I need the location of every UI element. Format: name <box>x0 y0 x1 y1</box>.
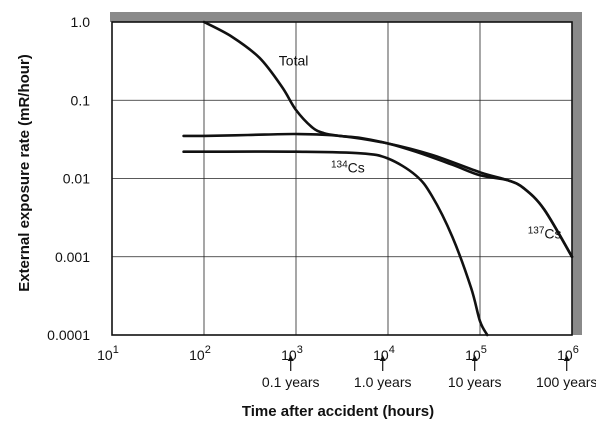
y-tick-label: 0.0001 <box>47 327 90 343</box>
series-line-2 <box>182 132 574 259</box>
y-tick-label: 0.01 <box>63 171 90 187</box>
x-tick-label: 106 <box>557 344 579 363</box>
x-tick-label: 104 <box>373 344 395 363</box>
curve-label: 137Cs <box>528 226 562 242</box>
year-marker-label: 0.1 years <box>262 374 320 390</box>
year-marker-arrowhead <box>287 355 294 361</box>
x-tick-label: 102 <box>189 344 211 363</box>
curve-label: Total <box>279 52 309 68</box>
x-tick-label: 101 <box>97 344 119 363</box>
year-marker-label: 100 years <box>536 374 596 390</box>
y-tick-label: 0.1 <box>71 92 91 108</box>
x-tick-label: 103 <box>281 344 303 363</box>
y-axis-label: External exposure rate (mR/hour) <box>16 54 33 292</box>
x-tick-label: 105 <box>465 344 487 363</box>
y-tick-labels: 1.0 0.1 0.01 0.001 0.0001 <box>47 14 90 343</box>
series-line-3 <box>182 150 489 337</box>
x-tick-labels: 101 102 103 104 105 106 <box>97 344 579 363</box>
year-marker-arrowhead <box>471 355 478 361</box>
year-marker-label: 1.0 years <box>354 374 412 390</box>
frame-shade-right <box>572 12 582 335</box>
frame-shade-top <box>110 12 582 22</box>
y-tick-label: 1.0 <box>71 14 91 30</box>
year-marker-arrowhead <box>379 355 386 361</box>
series-lines <box>182 20 574 337</box>
year-markers: 0.1 years 1.0 years 10 years 100 years <box>262 355 596 390</box>
year-marker-arrowhead <box>563 355 570 361</box>
curve-labels: Total 134Cs 137Cs <box>279 52 562 241</box>
x-axis-label: Time after accident (hours) <box>242 403 434 420</box>
grid-lines <box>112 22 572 335</box>
curve-label: 134Cs <box>331 159 365 175</box>
y-tick-label: 0.001 <box>55 249 90 265</box>
year-marker-label: 10 years <box>448 374 502 390</box>
plot-frame <box>111 21 573 336</box>
